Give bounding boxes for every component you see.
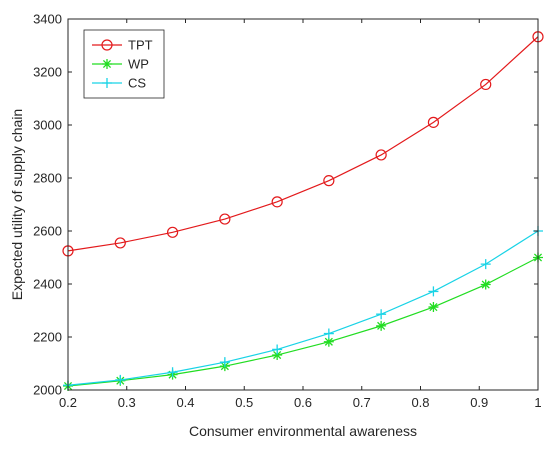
y-tick-label: 2000 [33,383,62,398]
legend-marker-cs [102,78,112,88]
data-point-cs [323,328,334,339]
data-point-tpt [219,213,231,225]
y-tick-label: 3400 [33,12,62,27]
legend-label-cs: CS [128,76,146,91]
x-tick-label: 1 [534,395,541,410]
legend-label-wp: WP [128,57,149,72]
data-point-wp [376,320,387,331]
series-line-cs [67,230,539,386]
axis-layer: 0.2 0.3 0.4 0.5 0.6 0.7 0.8 0.9 1 2000 2200 2400 260… [33,12,542,411]
data-point-tpt [375,149,387,161]
data-point-cs [219,357,230,368]
data-point-tpt [166,226,179,238]
y-tick-label: 2400 [33,277,62,292]
data-point-cs [480,259,491,270]
data-point-cs [167,367,178,378]
x-tick-label: 0.6 [294,395,312,410]
data-point-cs [376,309,387,320]
legend: TPT WP CS [83,29,165,99]
series-line-tpt [67,36,539,252]
data-point-wp [428,302,439,313]
data-point-cs [428,286,439,297]
x-tick-label: 0.4 [176,395,194,410]
data-point-tpt [114,237,126,249]
y-axis-label: Expected utility of supply chain [9,109,25,300]
x-tick-label: 0.7 [353,395,371,410]
data-point-tpt [480,78,492,91]
series-line-wp [67,256,539,387]
legend-marker-tpt [101,39,113,51]
y-tick-label: 2600 [33,224,62,239]
series-cs [63,226,543,391]
data-point-wp [323,336,334,347]
data-point-wp [272,350,283,361]
data-point-tpt [323,175,335,187]
data-point-cs [272,344,283,355]
x-tick-label: 0.9 [470,395,488,410]
legend-item-tpt: TPT [92,38,153,53]
x-tick-label: 0.5 [235,395,253,410]
legend-item-wp: WP [92,57,149,72]
x-axis-label: Consumer environmental awareness [189,423,417,439]
legend-item-cs: CS [92,76,146,91]
legend-label-tpt: TPT [128,38,153,53]
legend-marker-wp [102,59,112,69]
y-tick-label: 3200 [33,65,62,80]
data-point-wp [480,279,491,290]
y-tick-label: 2200 [33,330,62,345]
data-point-cs [115,374,126,385]
data-point-tpt [427,116,440,128]
data-point-tpt [271,196,283,208]
x-tick-label: 0.2 [59,395,77,410]
y-tick-label: 2800 [33,171,62,186]
y-tick-label: 3000 [33,118,62,133]
x-tick-label: 0.8 [411,395,429,410]
x-tick-label: 0.3 [118,395,136,410]
